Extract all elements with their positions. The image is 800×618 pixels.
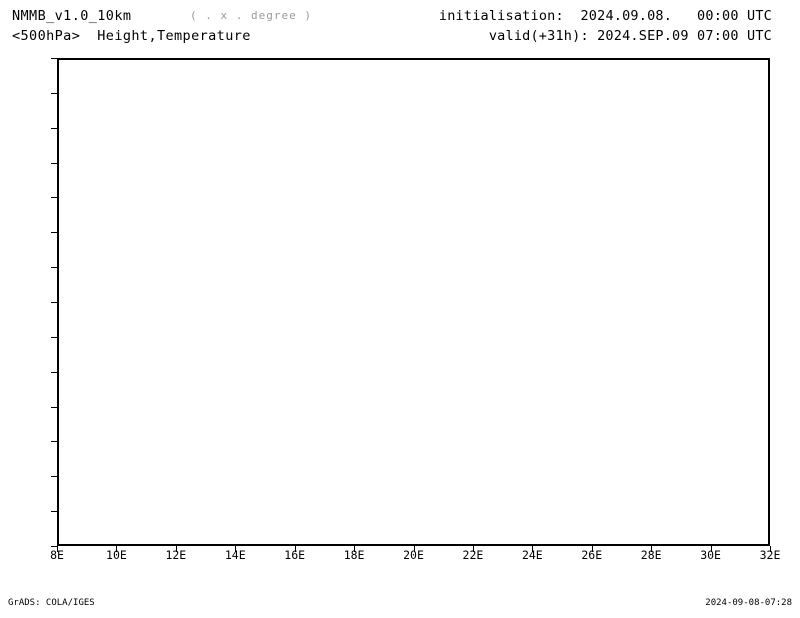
x-tick: [235, 546, 237, 552]
y-tick: [51, 162, 57, 164]
plot-frame-border: [57, 58, 770, 546]
x-axis-label: 22E: [462, 548, 484, 562]
x-axis-label: 10E: [106, 548, 127, 562]
generation-timestamp: 2024-09-08-07:28: [705, 598, 792, 608]
x-axis-label: 14E: [224, 548, 246, 562]
y-tick: [51, 406, 57, 408]
x-tick: [413, 546, 415, 552]
y-tick: [51, 197, 57, 199]
x-tick: [532, 546, 534, 552]
y-tick: [51, 476, 57, 478]
x-axis-label: 12E: [165, 548, 187, 562]
initialisation-time: initialisation: 2024.09.08. 00:00 UTC: [438, 8, 772, 24]
resolution-subtitle: ( . x . degree ): [190, 9, 312, 22]
y-tick: [51, 511, 57, 513]
x-tick: [710, 546, 712, 552]
x-tick: [472, 546, 474, 552]
x-tick: [294, 546, 296, 552]
y-tick: [51, 441, 57, 443]
y-tick: [51, 302, 57, 303]
x-tick: [591, 546, 593, 552]
chart-footer: GrADS: COLA/IGES 2024-09-08-07:28: [0, 598, 800, 618]
x-axis-label: 26E: [581, 548, 603, 562]
x-axis-label: 28E: [640, 548, 662, 562]
grads-credit: GrADS: COLA/IGES: [8, 598, 95, 608]
x-tick: [116, 546, 118, 552]
y-tick: [51, 546, 57, 547]
x-tick: [57, 546, 58, 552]
y-tick: [51, 336, 57, 338]
chart-header: NMMB_v1.0_10km ( . x . degree ) <500hPa>…: [0, 0, 800, 50]
x-axis-label: 16E: [284, 548, 306, 562]
map-plot-area: 5605615625635645655665675685695705715725…: [51, 58, 771, 552]
valid-time: valid(+31h): 2024.SEP.09 07:00 UTC: [488, 28, 772, 44]
x-axis-label: 20E: [403, 548, 424, 562]
level-field-title: <500hPa> Height,Temperature: [12, 28, 251, 44]
x-axis-label: 18E: [343, 548, 365, 562]
x-tick: [354, 546, 356, 552]
x-tick: [770, 546, 771, 552]
y-tick: [51, 232, 57, 234]
model-title: NMMB_v1.0_10km: [12, 8, 132, 24]
x-axis-label: 24E: [521, 548, 543, 562]
x-axis-label: 30E: [700, 548, 721, 562]
x-tick: [651, 546, 653, 552]
x-axis-label: 8E: [50, 548, 64, 562]
y-tick: [51, 127, 57, 129]
y-tick: [51, 92, 57, 94]
y-tick: [51, 58, 57, 59]
x-axis-label: 32E: [759, 548, 781, 562]
y-tick: [51, 267, 57, 269]
x-tick: [175, 546, 177, 552]
y-tick: [51, 371, 57, 373]
